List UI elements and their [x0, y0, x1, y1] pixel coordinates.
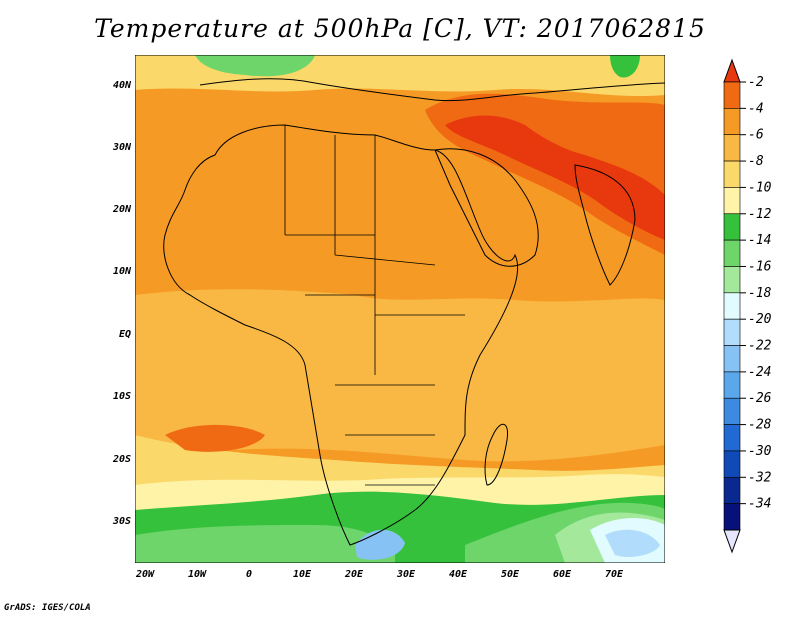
colorbar-label: -22: [748, 339, 772, 354]
lon-tick-10W: 10W: [188, 569, 207, 580]
lon-tick-60E: 60E: [553, 569, 572, 580]
colorbar-swatch: [723, 187, 741, 215]
colorbar-swatch: [723, 424, 741, 452]
temperature-map: [135, 55, 665, 563]
colorbar-swatch: [723, 239, 741, 267]
colorbar-label: -16: [748, 259, 772, 274]
country-borders: [284, 125, 465, 486]
colorbar-label: -2: [748, 75, 764, 90]
colorbar-label: -24: [748, 365, 771, 380]
colorbar-label: -32: [748, 470, 772, 485]
field-north-green-west: [195, 55, 315, 77]
colorbar-top-arrow: [723, 58, 741, 83]
madagascar-outline: [484, 423, 509, 486]
field-band-minus8: [135, 289, 665, 462]
colorbar-swatch: [723, 476, 741, 504]
africa-outline: [163, 124, 519, 546]
colorbar: -2 -4 -6 -8 -10 -12 -14 -16 -18 -20 -22 -24 -26 -28 -3…: [723, 58, 772, 554]
colorbar-label: -10: [748, 180, 772, 195]
colorbar-label: -28: [748, 418, 772, 433]
lon-tick-70E: 70E: [605, 569, 624, 580]
colorbar-label: -4: [748, 101, 764, 116]
colorbar-swatch: [723, 318, 741, 346]
colorbar-swatch: [723, 266, 741, 294]
lon-tick-20E: 20E: [344, 569, 364, 580]
lat-tick-10N: 10N: [113, 266, 132, 277]
footer-credit: GrADS: IGES/COLA: [4, 603, 91, 613]
colorbar-bottom-arrow: [723, 529, 741, 554]
lat-tick-20N: 20N: [112, 204, 132, 215]
field-atlantic-minus4: [165, 424, 265, 452]
field-north-green-east: [610, 55, 640, 78]
field-warm-minus2: [445, 115, 665, 240]
colorbar-swatch: [723, 108, 741, 136]
lat-tick-30N: 30N: [112, 142, 132, 153]
map-title: Temperature at 500hPa [C], VT: 201706281…: [94, 14, 706, 43]
field-band-minus22: [605, 529, 660, 557]
colorbar-swatch: [723, 213, 741, 241]
lat-tick-EQ: EQ: [119, 329, 131, 340]
colorbar-swatch: [723, 134, 741, 162]
colorbar-swatch: [723, 450, 741, 478]
colorbar-swatch: [723, 292, 741, 320]
colorbar-label: -34: [748, 497, 771, 512]
colorbar-label: -30: [748, 444, 772, 459]
colorbar-label: -12: [748, 207, 772, 222]
lon-tick-40E: 40E: [449, 569, 468, 580]
lon-tick-50E: 50E: [501, 569, 520, 580]
colorbar-label: -26: [748, 391, 772, 406]
colorbar-swatch: [723, 503, 741, 531]
lon-tick-30E: 30E: [396, 569, 416, 580]
colorbar-swatch: [723, 397, 741, 425]
colorbar-label: -14: [748, 233, 771, 248]
lon-tick-20W: 20W: [135, 569, 155, 580]
colorbar-swatch: [723, 345, 741, 373]
europe-coast: [199, 78, 665, 102]
colorbar-label: -20: [748, 312, 772, 327]
india-outline: [574, 164, 636, 286]
colorbar-swatch: [723, 371, 741, 399]
lon-tick-10E: 10E: [293, 569, 312, 580]
lat-tick-20S: 20S: [112, 454, 131, 465]
colorbar-label: -18: [748, 286, 772, 301]
field-band-minus16-west: [135, 525, 395, 563]
lat-tick-30S: 30S: [112, 516, 131, 527]
lat-tick-40N: 40N: [113, 80, 132, 91]
colorbar-swatch: [723, 81, 741, 109]
colorbar-label: -6: [748, 128, 764, 143]
colorbar-swatch: [723, 160, 741, 188]
lon-tick-0: 0: [246, 569, 252, 580]
colorbar-label: -8: [748, 154, 764, 169]
map-plot-area: [135, 55, 665, 563]
lat-tick-10S: 10S: [113, 391, 131, 402]
arabia-outline: [434, 148, 539, 267]
